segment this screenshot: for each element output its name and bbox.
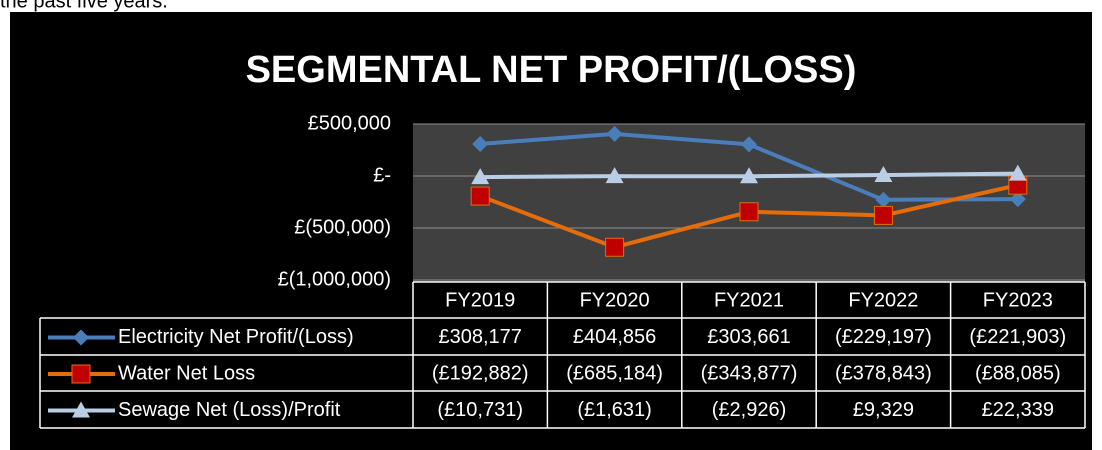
marker <box>472 135 489 152</box>
marker <box>740 167 758 184</box>
marker <box>72 401 90 418</box>
table-value: (£229,197) <box>835 326 932 348</box>
x-tick-label: FY2021 <box>714 289 784 311</box>
marker <box>1009 191 1026 208</box>
x-tick-label: FY2019 <box>445 289 515 311</box>
table-value: (£2,926) <box>712 399 787 421</box>
y-tick-label: £500,000 <box>308 112 391 134</box>
table-value: £22,339 <box>982 399 1054 421</box>
table-value: £9,329 <box>853 399 914 421</box>
marker <box>71 364 91 384</box>
marker <box>471 168 490 185</box>
table-value: (£221,903) <box>969 326 1066 348</box>
table-value: (£1,631) <box>577 399 652 421</box>
header-text: the past five years. <box>0 0 168 12</box>
y-tick-label: £(1,000,000) <box>278 268 391 290</box>
x-tick-label: FY2022 <box>848 289 918 311</box>
marker <box>470 186 490 206</box>
table-value: (£343,877) <box>701 362 798 384</box>
marker <box>606 125 623 142</box>
table-value: £303,661 <box>707 326 790 348</box>
table-value: £308,177 <box>438 326 521 348</box>
marker <box>741 136 757 153</box>
marker <box>875 191 892 208</box>
table-value: (£192,882) <box>432 362 529 384</box>
marker <box>739 202 759 222</box>
marker <box>73 329 89 346</box>
y-tick-label: £- <box>373 164 391 186</box>
table-value: (£685,184) <box>566 362 663 384</box>
marker <box>605 167 624 184</box>
legend-label: Water Net Loss <box>118 362 255 384</box>
table-value: £404,856 <box>573 326 656 348</box>
table-value: (£378,843) <box>835 362 932 384</box>
table-value: (£10,731) <box>437 399 523 421</box>
marker <box>873 205 893 225</box>
marker <box>874 166 893 183</box>
y-tick-label: £(500,000) <box>294 216 391 238</box>
legend-label: Sewage Net (Loss)/Profit <box>118 399 341 421</box>
x-tick-label: FY2023 <box>983 289 1053 311</box>
marker <box>1008 164 1027 181</box>
marker <box>605 237 625 257</box>
table-value: (£88,085) <box>975 362 1061 384</box>
chart-title: SEGMENTAL NET PROFIT/(LOSS) <box>246 49 857 91</box>
legend-label: Electricity Net Profit/(Loss) <box>118 326 354 348</box>
x-tick-label: FY2020 <box>580 289 650 311</box>
